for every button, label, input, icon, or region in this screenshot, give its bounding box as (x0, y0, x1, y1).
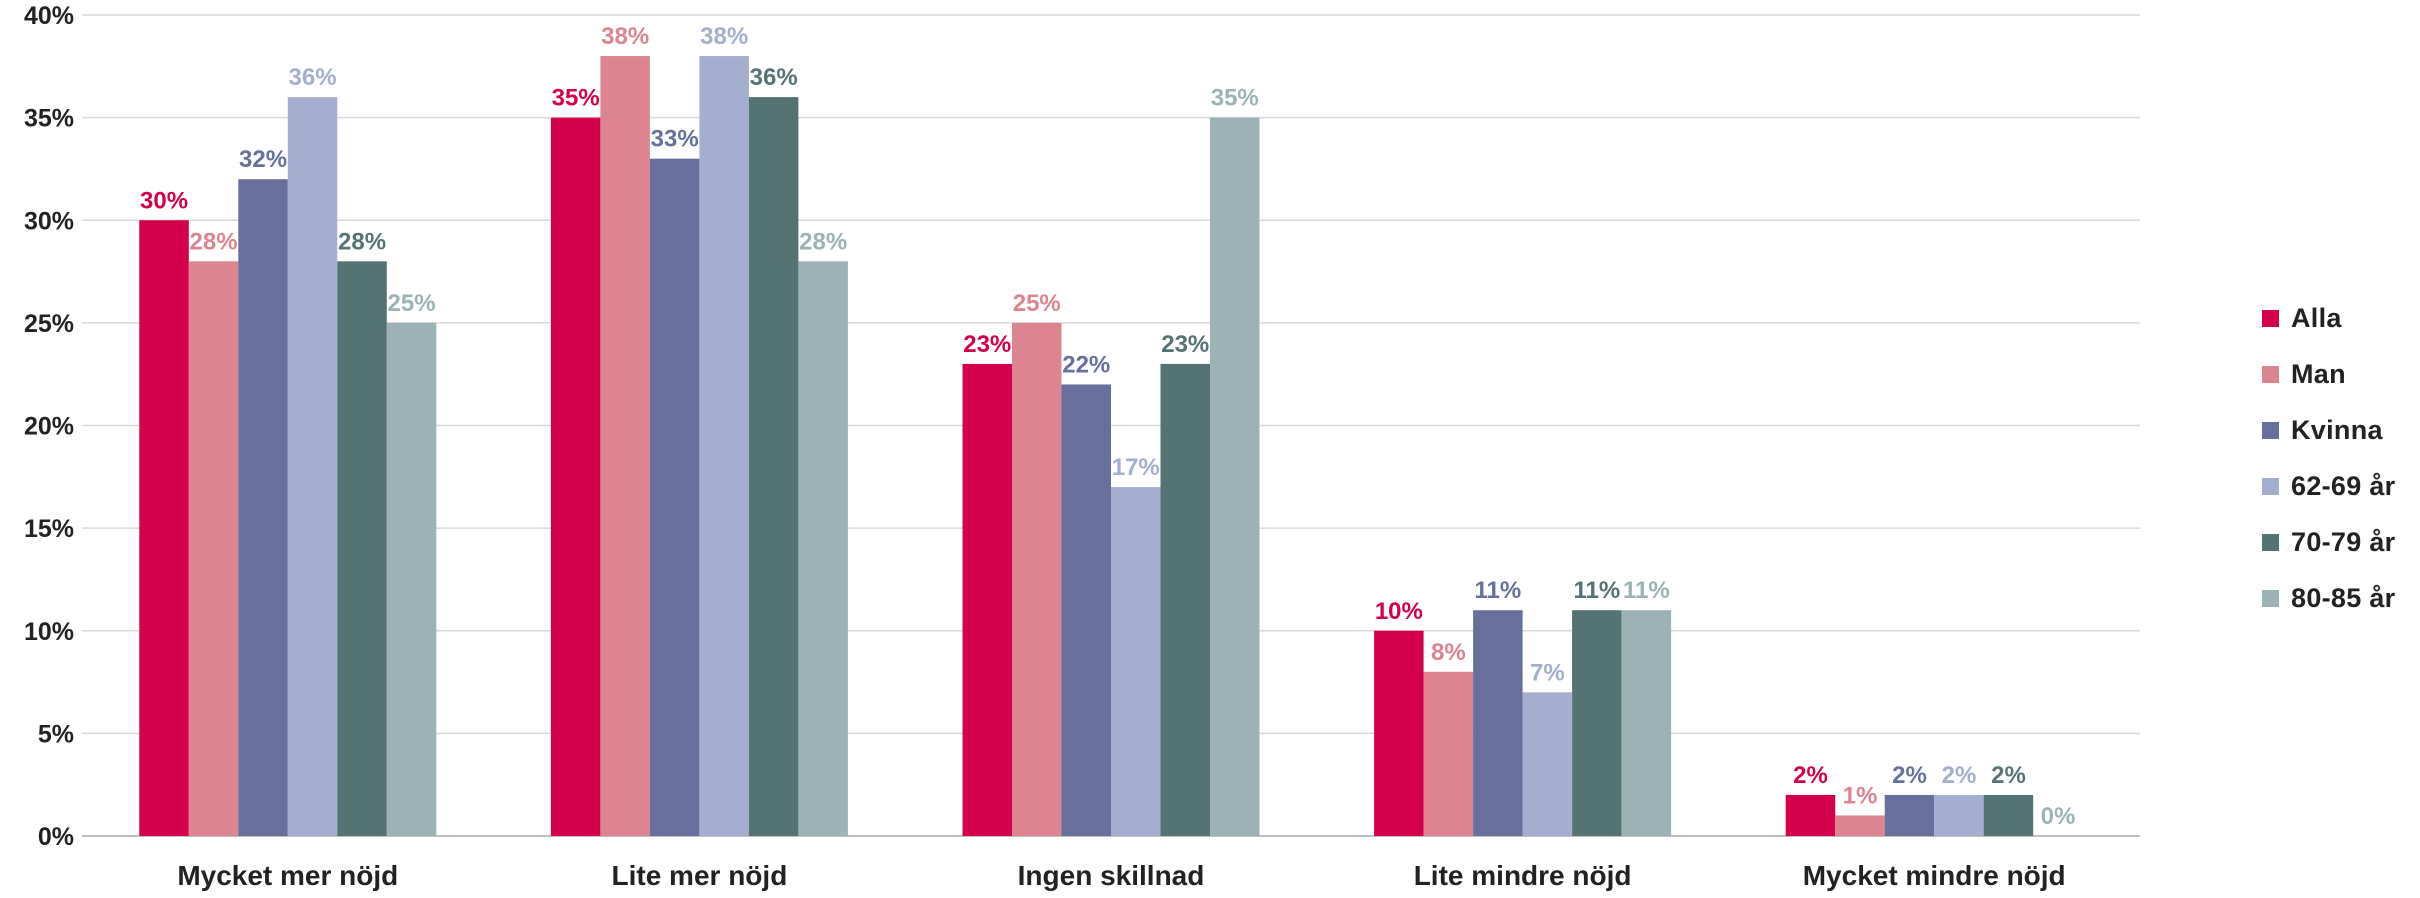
data-label: 23% (1161, 331, 1209, 358)
bar (550, 117, 601, 836)
bar (1061, 384, 1111, 836)
data-label: 8% (1431, 639, 1466, 666)
y-tick-label: 35% (24, 105, 74, 133)
data-label: 25% (1013, 290, 1061, 317)
data-label: 32% (239, 146, 287, 173)
bar (1934, 794, 1984, 836)
legend-item: Alla (2262, 290, 2395, 346)
data-label: 36% (750, 64, 798, 91)
data-label: 28% (338, 228, 386, 255)
bar (699, 56, 749, 837)
data-label: 0% (2041, 803, 2076, 830)
legend-label: 62-69 år (2291, 470, 2396, 501)
bar (748, 97, 799, 837)
legend-item: 62-69 år (2262, 458, 2395, 514)
bar (1835, 815, 1885, 836)
bar (962, 363, 1012, 836)
axes: 0% 5% 10% 15% 20% 25% 30% 35% 40% Mycket mer nöjd… (24, 2, 2066, 891)
x-tick-label: Ingen skillnad (1018, 860, 1205, 891)
x-tick-label: Lite mindre nöjd (1414, 860, 1632, 891)
bar (798, 261, 848, 836)
data-label: 11% (1474, 577, 1521, 604)
legend-item: 70-79 år (2262, 514, 2395, 570)
data-label: 7% (1530, 659, 1565, 686)
bar (1884, 794, 1935, 836)
data-label: 35% (1211, 85, 1259, 112)
data-label: 10% (1375, 598, 1423, 625)
data-label: 23% (963, 331, 1011, 358)
data-label: 2% (1892, 762, 1927, 789)
y-tick-label: 10% (24, 618, 74, 646)
y-tick-label: 0% (38, 823, 74, 851)
x-tick-label: Lite mer nöjd (612, 860, 788, 891)
bar (1423, 671, 1474, 836)
legend-swatch (2262, 533, 2279, 551)
legend-label: Alla (2291, 302, 2342, 333)
y-tick-label: 15% (24, 515, 74, 543)
legend-item: Man (2262, 346, 2395, 402)
x-tick-label: Mycket mindre nöjd (1803, 860, 2066, 891)
bar (1210, 117, 1260, 836)
data-label: 2% (1942, 762, 1977, 789)
legend-swatch (2262, 477, 2279, 495)
bar (188, 261, 239, 836)
legend-swatch (2262, 421, 2279, 439)
data-label: 28% (190, 228, 238, 255)
y-tick-label: 5% (38, 720, 74, 748)
bars (139, 56, 2034, 837)
data-label: 2% (1793, 762, 1828, 789)
legend-label: 80-85 år (2291, 582, 2396, 613)
data-label: 36% (289, 64, 337, 91)
data-label: 22% (1062, 351, 1110, 378)
legend-swatch (2262, 365, 2279, 383)
bar (337, 261, 387, 836)
data-labels: 30%28%32%36%28%25%35%38%33%38%36%28%23%2… (140, 23, 2075, 830)
bar (1012, 322, 1062, 836)
bar (1785, 794, 1836, 836)
data-label: 28% (799, 228, 847, 255)
y-tick-label: 25% (24, 310, 74, 338)
bar (649, 158, 700, 837)
legend-swatch (2262, 309, 2279, 327)
bar (600, 56, 650, 837)
bar (1111, 487, 1161, 836)
data-label: 1% (1843, 782, 1878, 809)
bar (238, 179, 288, 836)
bar (1572, 610, 1622, 836)
x-tick-label: Mycket mer nöjd (177, 860, 398, 891)
y-tick-label: 30% (24, 207, 74, 235)
data-label: 33% (651, 126, 699, 153)
legend-label: Kvinna (2291, 414, 2383, 445)
legend-swatch (2262, 589, 2279, 607)
legend-label: Man (2291, 358, 2346, 389)
data-label: 17% (1112, 454, 1160, 481)
bar (1621, 610, 1672, 836)
legend: Alla Man Kvinna 62-69 år 70-79 år 80-85 år (2262, 290, 2395, 626)
legend-item: Kvinna (2262, 402, 2395, 458)
data-label: 38% (700, 23, 748, 50)
data-label: 35% (552, 85, 600, 112)
data-label: 11% (1573, 577, 1620, 604)
legend-item: 80-85 år (2262, 570, 2395, 626)
y-tick-label: 20% (24, 413, 74, 441)
data-label: 11% (1623, 577, 1670, 604)
data-label: 38% (601, 23, 649, 50)
y-tick-label: 40% (24, 2, 74, 30)
bar (1522, 692, 1573, 836)
data-label: 25% (388, 290, 436, 317)
bar (386, 322, 437, 836)
bar (139, 220, 189, 836)
bar (1374, 630, 1424, 836)
data-label: 30% (140, 187, 188, 214)
bar (1473, 610, 1523, 836)
data-label: 2% (1991, 762, 2026, 789)
legend-label: 70-79 år (2291, 526, 2396, 557)
bar (1983, 794, 2034, 836)
bar (1160, 363, 1210, 836)
bar (287, 97, 338, 837)
